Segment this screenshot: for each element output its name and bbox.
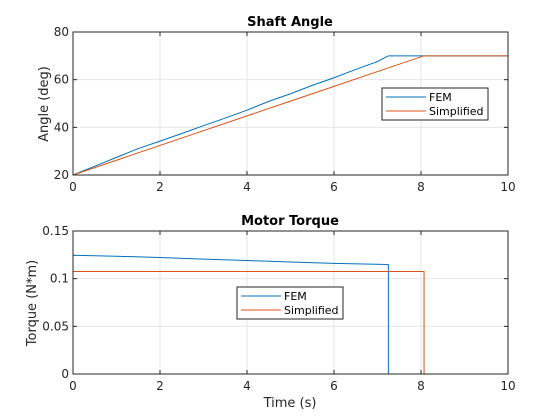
x-tick-label: 6 (330, 180, 338, 194)
x-tick-label: 6 (330, 379, 338, 393)
legend-label: FEM (284, 290, 307, 303)
motor-torque-chart: Motor Torque Torque (N*m) Time (s) 0 2 4 6 8… (25, 214, 516, 411)
series-line-fem (72, 55, 508, 176)
y-tick-label: 0 (61, 367, 69, 381)
y-tick-label: 40 (54, 120, 69, 134)
axes-box (72, 230, 509, 375)
x-tick-label: 10 (500, 379, 515, 393)
x-tick-label: 4 (243, 379, 251, 393)
y-axis-label: Torque (N*m) (25, 260, 40, 347)
x-tick-label: 2 (156, 379, 164, 393)
y-tick-label: 0.1 (50, 272, 69, 286)
x-tick-label: 8 (417, 379, 425, 393)
y-axis-label: Angle (deg) (37, 66, 52, 142)
x-tick-label: 0 (69, 379, 77, 393)
series-line-simplified (72, 55, 508, 176)
legend-label: Simplified (284, 304, 339, 317)
x-tick-label: 10 (500, 180, 515, 194)
legend-label: Simplified (429, 105, 484, 118)
series-line-fem (72, 254, 508, 375)
x-axis-label: Time (s) (263, 396, 317, 411)
y-tick-label: 20 (54, 168, 69, 182)
legend-box (236, 286, 344, 320)
x-tick-label: 4 (243, 180, 251, 194)
y-tick-label: 0.05 (42, 319, 69, 333)
y-tick-label: 60 (54, 73, 69, 87)
legend-label: FEM (429, 91, 452, 104)
legend-box (381, 87, 489, 121)
chart-title: Motor Torque (241, 214, 339, 229)
y-tick-label: 0.15 (42, 224, 69, 238)
shaft-angle-chart: Shaft Angle Angle (deg) 0 2 4 6 8 10 20 40 60 80 F… (37, 15, 516, 194)
axes-box (72, 31, 509, 176)
x-tick-label: 2 (156, 180, 164, 194)
chart-title: Shaft Angle (247, 15, 333, 30)
y-tick-label: 80 (54, 25, 69, 39)
x-tick-label: 0 (69, 180, 77, 194)
x-tick-label: 8 (417, 180, 425, 194)
